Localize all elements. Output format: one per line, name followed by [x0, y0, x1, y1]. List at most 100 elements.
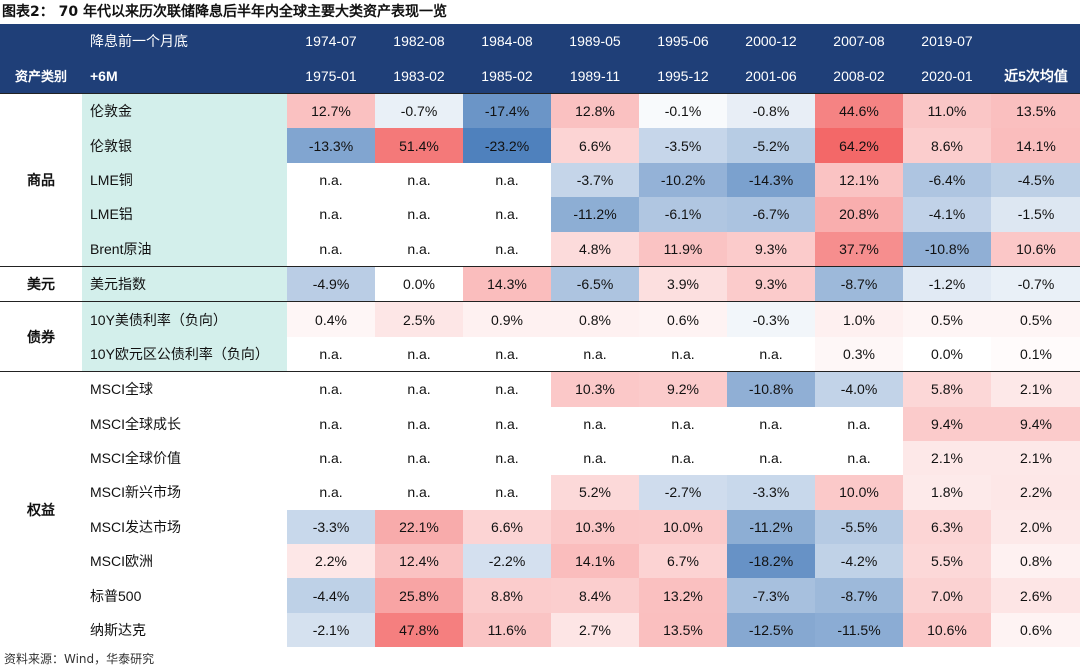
value-cell: -0.7%: [375, 93, 463, 129]
value-cell: 11.0%: [903, 93, 991, 129]
value-cell: -4.4%: [287, 578, 375, 613]
value-cell: -4.9%: [287, 265, 375, 302]
value-cell: 1.8%: [903, 475, 991, 510]
header-start-date: 2000-12: [727, 24, 815, 59]
value-cell: 12.4%: [375, 544, 463, 579]
value-cell: 6.6%: [463, 509, 551, 545]
value-cell: -10.8%: [727, 371, 815, 407]
value-cell: n.a.: [815, 440, 903, 476]
value-cell: 47.8%: [375, 612, 463, 648]
value-cell: 2.2%: [991, 475, 1080, 510]
value-cell: 64.2%: [815, 128, 903, 163]
value-cell: n.a.: [463, 475, 551, 510]
value-cell: -14.3%: [727, 162, 815, 198]
source-note: 资料来源：Wind，华泰研究: [4, 652, 155, 666]
value-cell: 25.8%: [375, 578, 463, 613]
value-cell: -7.3%: [727, 578, 815, 613]
asset-name: Brent原油: [82, 231, 287, 267]
value-cell: 5.5%: [903, 544, 991, 579]
value-cell: 37.7%: [815, 231, 903, 267]
value-cell: 4.8%: [551, 231, 639, 267]
value-cell: 0.5%: [991, 301, 1080, 337]
value-cell: 9.2%: [639, 371, 727, 407]
value-cell: 22.1%: [375, 509, 463, 545]
value-cell: n.a.: [287, 336, 375, 372]
value-cell: 0.3%: [815, 336, 903, 372]
value-cell: n.a.: [287, 475, 375, 510]
value-cell: 13.5%: [991, 93, 1080, 129]
header-start-date: 2019-07: [903, 24, 991, 59]
asset-name: MSCI全球价值: [82, 440, 287, 476]
value-cell: -12.5%: [727, 612, 815, 648]
header-start-date: [991, 24, 1080, 59]
value-cell: -18.2%: [727, 544, 815, 579]
value-cell: n.a.: [463, 440, 551, 476]
asset-name: MSCI全球成长: [82, 406, 287, 441]
asset-name: LME铜: [82, 162, 287, 198]
value-cell: 5.2%: [551, 475, 639, 510]
value-cell: n.a.: [463, 231, 551, 267]
header-end-date: 1983-02: [375, 58, 463, 94]
category-label: 商品: [0, 93, 82, 267]
value-cell: -0.1%: [639, 93, 727, 129]
value-cell: n.a.: [639, 440, 727, 476]
asset-name: 标普500: [82, 578, 287, 613]
header-blank: [0, 24, 82, 59]
value-cell: n.a.: [463, 406, 551, 441]
value-cell: -10.2%: [639, 162, 727, 198]
value-cell: 11.6%: [463, 612, 551, 648]
header-end-date: 1975-01: [287, 58, 375, 94]
value-cell: 0.5%: [903, 301, 991, 337]
value-cell: -10.8%: [903, 231, 991, 267]
value-cell: 9.4%: [903, 406, 991, 441]
value-cell: n.a.: [375, 162, 463, 198]
header-start-date: 1995-06: [639, 24, 727, 59]
value-cell: n.a.: [287, 406, 375, 441]
value-cell: 0.1%: [991, 336, 1080, 372]
asset-name: MSCI发达市场: [82, 509, 287, 545]
value-cell: 2.1%: [991, 440, 1080, 476]
value-cell: 2.2%: [287, 544, 375, 579]
asset-name: LME铝: [82, 197, 287, 232]
value-cell: n.a.: [375, 371, 463, 407]
value-cell: 3.9%: [639, 265, 727, 302]
value-cell: n.a.: [815, 406, 903, 441]
header-end-date: 1989-11: [551, 58, 639, 94]
asset-name: 10Y欧元区公债利率（负向）: [82, 336, 287, 372]
value-cell: 5.8%: [903, 371, 991, 407]
table-row: LME铝 n.a. n.a. n.a. -11.2% -6.1% -6.7% 20.8% -4.…: [0, 197, 1080, 232]
value-cell: -0.7%: [991, 265, 1080, 302]
value-cell: n.a.: [551, 336, 639, 372]
value-cell: n.a.: [551, 406, 639, 441]
value-cell: 14.1%: [991, 128, 1080, 163]
value-cell: n.a.: [639, 406, 727, 441]
value-cell: -11.5%: [815, 612, 903, 648]
table-row: 伦敦银 -13.3% 51.4% -23.2% 6.6% -3.5% -5.2% 64.2% 8…: [0, 128, 1080, 163]
value-cell: -3.3%: [727, 475, 815, 510]
value-cell: 0.0%: [903, 336, 991, 372]
value-cell: 10.6%: [991, 231, 1080, 267]
value-cell: n.a.: [463, 336, 551, 372]
figure-title: 图表2： 70 年代以来历次联储降息后半年内全球主要大类资产表现一览: [2, 4, 447, 20]
category-label: 美元: [0, 265, 82, 302]
table-row: MSCI全球价值 n.a. n.a. n.a. n.a. n.a. n.a. n.a. 2.1%…: [0, 440, 1080, 476]
asset-name: 纳斯达克: [82, 612, 287, 648]
value-cell: n.a.: [463, 197, 551, 232]
value-cell: -8.7%: [815, 265, 903, 302]
table-row: 权益 MSCI全球 n.a. n.a. n.a. 10.3% 9.2% -10.8% -4.0%…: [0, 371, 1080, 648]
header-start-date: 1984-08: [463, 24, 551, 59]
value-cell: 12.1%: [815, 162, 903, 198]
header-end-date: 1995-12: [639, 58, 727, 94]
value-cell: n.a.: [463, 162, 551, 198]
value-cell: -13.3%: [287, 128, 375, 163]
value-cell: 8.6%: [903, 128, 991, 163]
value-cell: -0.8%: [727, 93, 815, 129]
value-cell: 0.8%: [551, 301, 639, 337]
value-cell: -6.4%: [903, 162, 991, 198]
header-end-date: 2001-06: [727, 58, 815, 94]
table-row: 标普500 -4.4% 25.8% 8.8% 8.4% 13.2% -7.3% -8.7% 7.…: [0, 578, 1080, 613]
value-cell: 9.3%: [727, 231, 815, 267]
value-cell: n.a.: [287, 162, 375, 198]
value-cell: 2.6%: [991, 578, 1080, 613]
value-cell: 51.4%: [375, 128, 463, 163]
